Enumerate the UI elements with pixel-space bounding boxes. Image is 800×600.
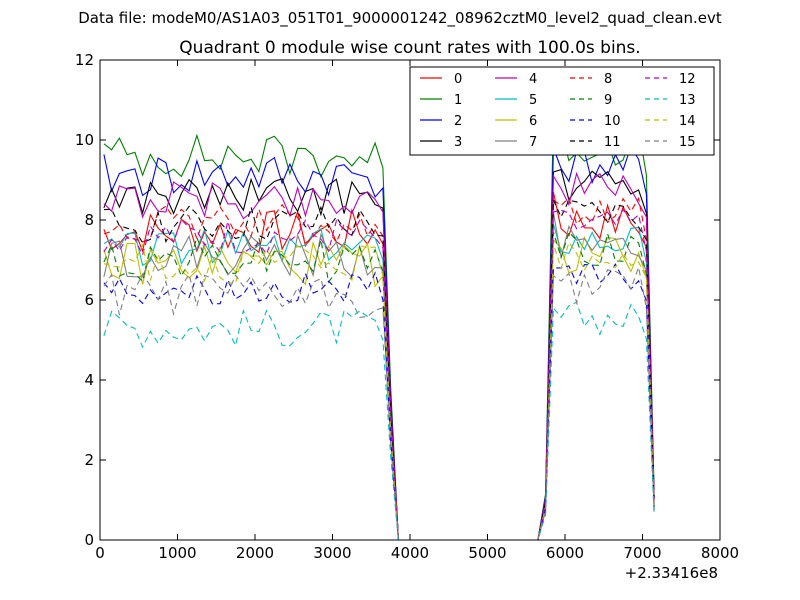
x-tick-label: 7000 — [623, 544, 661, 562]
x-tick-label: 8000 — [701, 544, 739, 562]
series-line-8 — [103, 196, 655, 541]
legend-label-0: 0 — [454, 72, 462, 87]
legend-label-13: 13 — [679, 93, 696, 108]
chart-suptitle: Data file: modeM0/AS1A03_051T01_90000012… — [78, 9, 722, 28]
series-line-2 — [103, 145, 655, 541]
legend-label-8: 8 — [604, 72, 612, 87]
legend-label-4: 4 — [529, 72, 537, 87]
series-line-9 — [103, 231, 655, 541]
legend-label-1: 1 — [454, 93, 462, 108]
x-tick-label: 3000 — [313, 544, 351, 562]
legend-label-3: 3 — [454, 135, 462, 150]
y-tick-label: 4 — [84, 371, 94, 389]
x-tick-label: 2000 — [236, 544, 274, 562]
legend-label-15: 15 — [679, 135, 696, 150]
chart-title: Quadrant 0 module wise count rates with … — [179, 38, 640, 58]
legend-box — [409, 66, 715, 156]
x-tick-label: 1000 — [158, 544, 196, 562]
series-line-13 — [103, 301, 655, 541]
legend-label-14: 14 — [679, 114, 696, 129]
series-line-14 — [103, 241, 655, 541]
ticks-layer: 0 1000 2000 3000 4000 5000 6000 7000 80000246810… — [75, 51, 739, 562]
legend-label-2: 2 — [454, 114, 462, 129]
y-tick-label: 0 — [84, 531, 94, 549]
series-line-4 — [103, 171, 655, 541]
y-tick-label: 12 — [75, 51, 94, 69]
y-tick-label: 8 — [84, 211, 94, 229]
x-tick-label: 5000 — [468, 544, 506, 562]
series-line-11 — [103, 199, 655, 541]
y-tick-label: 6 — [84, 291, 94, 309]
legend-label-7: 7 — [529, 135, 537, 150]
x-offset-label: +2.33416e8 — [625, 564, 718, 582]
y-tick-label: 10 — [75, 131, 94, 149]
legend-label-12: 12 — [679, 72, 696, 87]
legend-label-5: 5 — [529, 93, 537, 108]
series-layer — [103, 115, 655, 541]
series-line-12 — [103, 208, 655, 541]
y-tick-label: 2 — [84, 451, 94, 469]
legend-label-10: 10 — [604, 114, 621, 129]
legend-label-6: 6 — [529, 114, 537, 129]
legend-label-11: 11 — [604, 135, 621, 150]
series-line-0 — [103, 191, 655, 541]
legend-label-9: 9 — [604, 93, 612, 108]
x-tick-label: 0 — [95, 544, 105, 562]
x-tick-label: 6000 — [546, 544, 584, 562]
series-line-15 — [103, 265, 655, 541]
x-tick-label: 4000 — [391, 544, 429, 562]
